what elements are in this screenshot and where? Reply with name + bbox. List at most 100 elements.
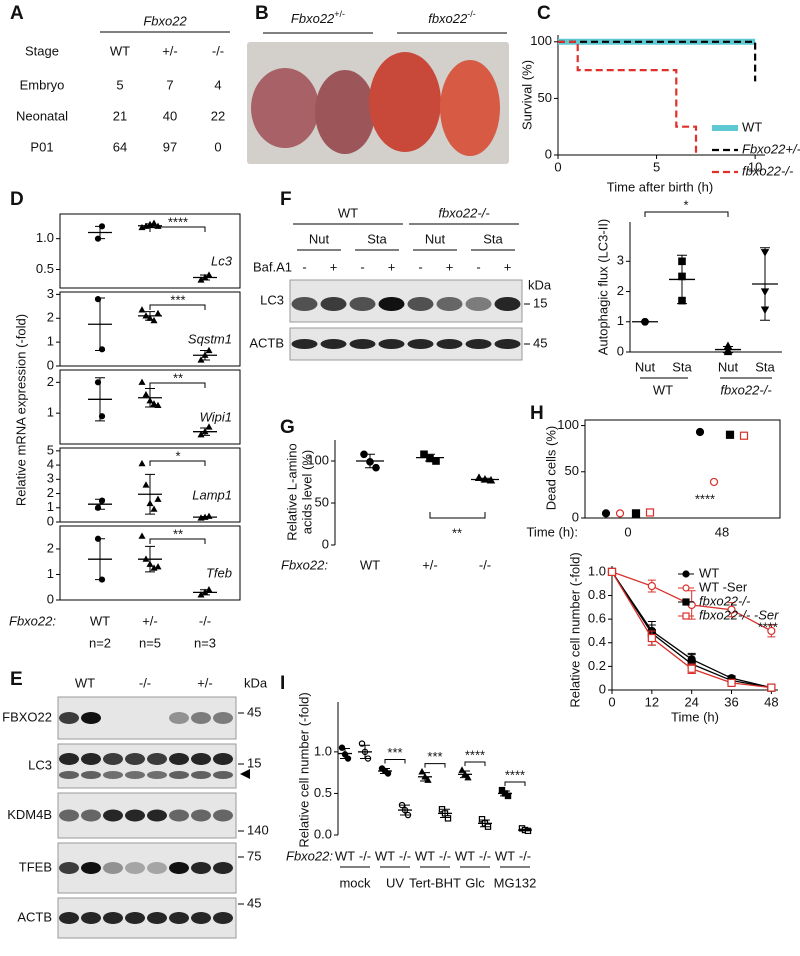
y-tick-label: 0 — [617, 343, 624, 358]
data-point — [458, 766, 466, 773]
x-axis-label: Time after birth (h) — [607, 179, 713, 194]
panel-letter: B — [255, 3, 269, 24]
data-point — [444, 815, 452, 822]
data-point — [725, 430, 735, 439]
category-label: -/- — [479, 557, 491, 572]
data-point — [647, 633, 656, 643]
error-bar — [145, 388, 155, 408]
genotype-label: WT — [455, 848, 475, 863]
legend-label: fbxo22-/- -Ser — [699, 607, 779, 622]
category-label: +/- — [422, 557, 438, 572]
y-axis-label: Relative cell number (-fold) — [567, 552, 582, 707]
y-tick-label: 4 — [47, 457, 54, 472]
error-bar — [95, 377, 105, 422]
y-tick-label: 100 — [557, 417, 579, 432]
error-bar — [480, 819, 490, 828]
column-header: +/- — [162, 43, 178, 58]
treatment-sign: - — [418, 259, 422, 274]
pup — [369, 52, 441, 152]
genotype-label: WT — [375, 848, 395, 863]
unit-label: kDa — [528, 277, 552, 292]
x-tick-label: 0 — [608, 694, 615, 709]
lane-label: +/- — [197, 675, 213, 690]
blot-band — [349, 297, 376, 311]
y-tick-label: 3 — [47, 471, 54, 486]
data-point — [695, 427, 705, 437]
y-tick-label: 0.6 — [588, 611, 606, 626]
table-cell: P01 — [30, 139, 53, 154]
genotype: -/- — [467, 9, 476, 19]
x-tick-label: 24 — [684, 694, 698, 709]
data-point — [607, 567, 617, 577]
legend-label: fbxo22-/- — [742, 163, 794, 178]
blot-band — [125, 809, 145, 822]
treatment-label: Baf.A1 — [253, 259, 292, 274]
panel-letter: G — [280, 417, 295, 438]
size-marker: 45 — [533, 335, 547, 350]
data-point — [601, 509, 611, 518]
blot-band — [81, 912, 101, 924]
blot-band — [494, 339, 521, 349]
group-label: Fbxo22: — [286, 848, 333, 863]
legend-marker — [682, 598, 690, 606]
data-point — [709, 477, 719, 487]
data-point — [767, 683, 776, 692]
blot-band — [59, 912, 79, 924]
category-label: -/- — [199, 613, 211, 628]
pup — [440, 60, 500, 156]
significance-bracket — [149, 538, 206, 544]
genotype-label: -/- — [519, 848, 531, 863]
data-point — [150, 505, 158, 512]
y-tick-label: 0.5 — [314, 785, 332, 800]
error-bar — [760, 247, 770, 321]
group-label: Fbxo22: — [281, 557, 328, 572]
blot-band — [320, 339, 347, 349]
treatment-label: Glc — [465, 875, 485, 890]
group-label: fbxo22-/- — [720, 382, 772, 397]
pup — [251, 68, 319, 148]
significance-bracket — [429, 512, 486, 519]
x-tick-label: 10 — [748, 159, 762, 174]
category-label: +/- — [142, 613, 158, 628]
blot-band — [213, 771, 233, 779]
error-bar — [500, 790, 510, 797]
y-tick-label: 2 — [47, 540, 54, 555]
treatment-sign: + — [446, 259, 454, 274]
blot-band — [213, 753, 233, 765]
x-tick-label: 12 — [645, 694, 659, 709]
y-tick-label: 100 — [307, 452, 329, 467]
y-tick-label: 0.5 — [36, 261, 54, 276]
blot-band — [494, 297, 521, 311]
y-axis-label: Relative cell number (-fold) — [296, 692, 311, 847]
category-label: Nut — [718, 359, 739, 374]
error-bar — [145, 311, 155, 321]
y-tick-label: 0 — [322, 536, 329, 551]
blot-band — [407, 297, 434, 311]
data-point — [154, 401, 162, 409]
group-label: WT — [653, 382, 673, 397]
data-point — [615, 509, 625, 518]
x-axis-label: Time (h) — [671, 709, 719, 724]
n-label: n=2 — [89, 635, 111, 650]
y-tick-label: 2 — [47, 485, 54, 500]
blot-band — [59, 771, 79, 779]
blot-band — [103, 912, 123, 924]
protein-label: LC3 — [260, 292, 284, 307]
genotype-label: -/- — [359, 848, 371, 863]
blot-band — [59, 753, 79, 765]
blot-band — [81, 753, 101, 765]
category-label: Sta — [755, 359, 775, 374]
data-point — [142, 481, 150, 488]
legend-label: fbxo22-/- — [699, 593, 751, 608]
blot-band — [147, 771, 167, 779]
genotype-label: -/- — [439, 848, 451, 863]
y-tick-label: 50 — [315, 494, 329, 509]
blot — [57, 743, 237, 789]
error-bar — [723, 346, 733, 354]
significance: **** — [168, 214, 188, 229]
data-point — [739, 431, 749, 440]
legend-marker — [682, 612, 690, 620]
error-bar — [365, 453, 375, 469]
blot-band — [169, 862, 189, 874]
blot-band — [125, 771, 145, 779]
